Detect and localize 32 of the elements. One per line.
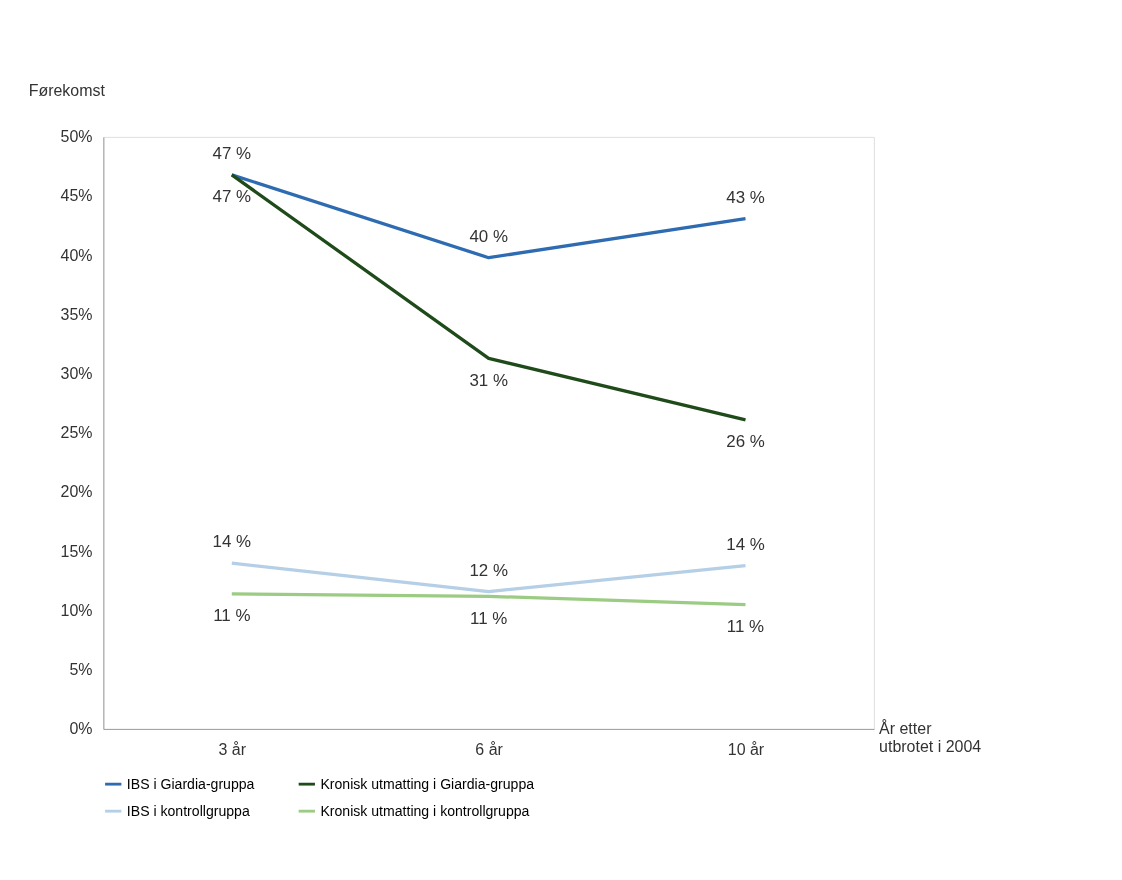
data-label: 40 %: [469, 226, 508, 246]
y-tick-label: 15%: [60, 542, 93, 560]
data-label: 12 %: [469, 560, 508, 580]
y-tick-label: 10%: [60, 601, 93, 619]
y-tick-label: 35%: [60, 305, 93, 323]
data-label: 14 %: [726, 534, 765, 554]
y-tick-label: 20%: [60, 483, 93, 501]
y-tick-label: 50%: [60, 128, 93, 146]
y-tick-label: 0%: [69, 720, 93, 738]
x-tick-label: 10 år: [727, 740, 765, 758]
y-tick-label: 40%: [60, 246, 93, 264]
data-label: 11 %: [726, 616, 765, 636]
y-tick-label: 30%: [60, 364, 93, 382]
legend-label: Kronisk utmatting i Giardia-gruppa: [320, 775, 535, 792]
y-tick-label: 5%: [69, 660, 93, 678]
y-tick-label: 45%: [60, 187, 93, 205]
data-label: 31 %: [469, 370, 508, 390]
x-axis-title: År etter utbrotet i 2004: [879, 719, 982, 755]
y-tick-label: 25%: [60, 424, 93, 442]
legend-label: IBS i kontrollgruppa: [126, 802, 250, 819]
data-label: 14 %: [212, 532, 252, 552]
data-label: 47 %: [212, 143, 252, 163]
data-label: 11 %: [213, 606, 251, 626]
x-tick-label: 6 år: [475, 740, 504, 758]
data-label: 43 %: [726, 187, 765, 207]
data-label: 26 %: [726, 432, 765, 452]
legend-label: IBS i Giardia-gruppa: [126, 775, 255, 792]
y-axis-title: Førekomst: [28, 82, 106, 100]
data-label: 47 %: [212, 187, 252, 207]
x-tick-label: 3 år: [218, 740, 247, 758]
data-label: 11 %: [470, 608, 508, 628]
legend-label: Kronisk utmatting i kontrollgruppa: [320, 802, 530, 819]
